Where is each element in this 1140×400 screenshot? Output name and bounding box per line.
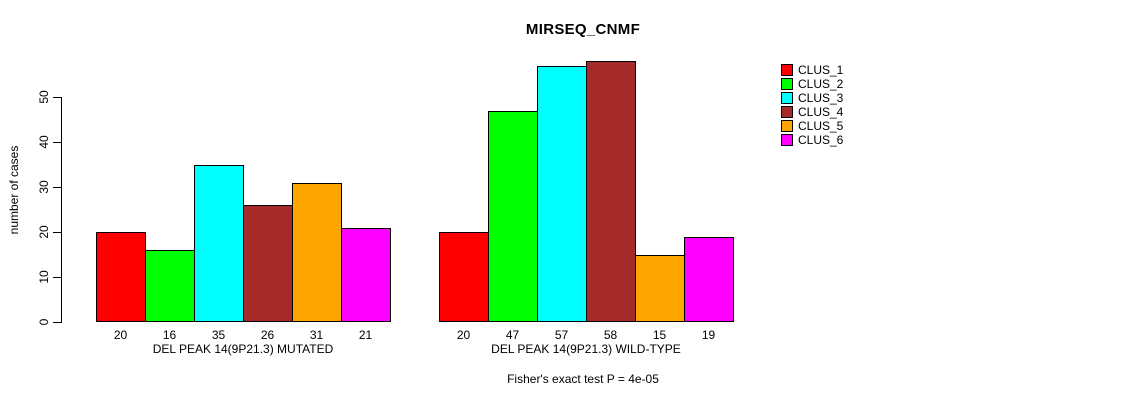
group-label: DEL PEAK 14(9P21.3) MUTATED [152,342,334,356]
bar [635,254,685,322]
y-axis-tick-label: 0 [37,318,51,326]
y-axis-tick [53,142,61,143]
legend-label: CLUS_4 [798,105,844,119]
bar [537,65,587,322]
footer-annotation: Fisher's exact test P = 4e-05 [507,372,659,386]
bar [145,250,195,322]
y-axis-tick-label: 20 [37,225,51,239]
legend-swatch [781,64,793,76]
y-axis-line [61,97,62,323]
y-axis-tick-label: 50 [37,90,51,104]
bar [194,164,244,322]
y-axis-label: number of cases [7,145,21,235]
bar-value-label: 26 [260,328,275,342]
y-axis-tick-label: 40 [37,135,51,149]
legend: CLUS_1 CLUS_2 CLUS_3 CLUS_4 CLUS_5 CLUS_6 [781,63,843,147]
bar [439,232,489,322]
y-axis-tick [53,322,61,323]
y-axis-tick-label: 10 [37,270,51,284]
chart-title: MIRSEQ_CNMF [525,21,641,38]
bar-value-label: 16 [162,328,177,342]
bar [96,232,146,322]
y-axis-tick [53,187,61,188]
bar-value-label: 19 [701,328,716,342]
bar-value-label: 57 [554,328,569,342]
y-axis-tick-label: 30 [37,180,51,194]
legend-label: CLUS_6 [798,133,844,147]
y-axis-tick [53,97,61,98]
legend-swatch [781,134,793,146]
legend-item: CLUS_6 [781,133,843,147]
legend-label: CLUS_1 [798,63,844,77]
bar [243,205,293,322]
bar-value-label: 15 [652,328,667,342]
bar-value-label: 35 [211,328,226,342]
group-label: DEL PEAK 14(9P21.3) WILD-TYPE [491,342,681,356]
legend-swatch [781,106,793,118]
legend-swatch [781,92,793,104]
bar-value-label: 20 [113,328,128,342]
y-axis-tick [53,232,61,233]
bar-value-label: 47 [505,328,520,342]
legend-swatch [781,120,793,132]
legend-item: CLUS_4 [781,105,843,119]
bar [684,236,734,322]
legend-item: CLUS_3 [781,91,843,105]
bar-value-label: 58 [603,328,618,342]
legend-swatch [781,78,793,90]
bar-value-label: 31 [309,328,324,342]
bar-value-label: 20 [456,328,471,342]
bar [488,110,538,322]
legend-label: CLUS_3 [798,91,844,105]
y-axis-tick [53,277,61,278]
bar [341,227,391,322]
bar-value-label: 21 [358,328,373,342]
legend-label: CLUS_2 [798,77,844,91]
legend-label: CLUS_5 [798,119,844,133]
bar [586,61,636,322]
legend-item: CLUS_2 [781,77,843,91]
bar [292,182,342,322]
legend-item: CLUS_1 [781,63,843,77]
legend-item: CLUS_5 [781,119,843,133]
